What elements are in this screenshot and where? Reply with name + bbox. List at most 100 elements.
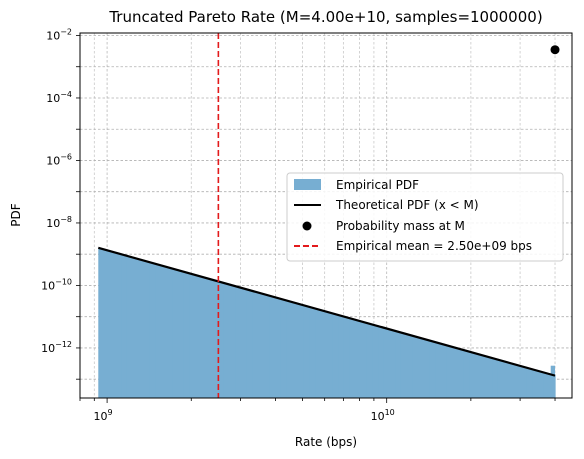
x-tick-label: 1010 <box>371 408 395 423</box>
legend-label-empirical-mean: Empirical mean = 2.50e+09 bps <box>336 239 532 253</box>
histogram-bar <box>440 344 448 398</box>
histogram-bar <box>343 317 351 398</box>
histogram-bar <box>435 342 442 398</box>
legend-swatch-empirical-pdf <box>294 179 321 190</box>
histogram-bar <box>515 365 522 398</box>
histogram-bar <box>406 334 413 398</box>
histogram-bar <box>537 371 545 398</box>
histogram-bar <box>189 274 196 398</box>
histogram-bar <box>195 275 202 398</box>
histogram-bar <box>263 294 271 398</box>
legend: Empirical PDF Theoretical PDF (x < M) Pr… <box>286 172 564 262</box>
histogram-bar <box>126 256 134 398</box>
histogram-bar <box>166 267 174 398</box>
histogram-bar <box>183 272 191 398</box>
probability-mass-point <box>550 45 560 55</box>
histogram-bar <box>115 253 122 398</box>
histogram-bar <box>492 358 499 398</box>
y-tick-label: 10−8 <box>46 215 72 230</box>
histogram-bar <box>241 288 248 398</box>
histogram-bar <box>418 338 425 398</box>
histogram-bar <box>132 258 139 398</box>
histogram-bar <box>497 360 505 398</box>
histogram-bar <box>201 277 208 398</box>
histogram-bar <box>457 349 465 398</box>
histogram-bar <box>298 304 305 398</box>
histogram-bar <box>338 315 345 398</box>
histogram-spike-bar <box>550 365 556 398</box>
histogram-bar <box>109 251 117 398</box>
histogram-bar <box>246 290 254 398</box>
histogram-bar <box>280 299 288 398</box>
x-tick-label: 109 <box>94 408 113 423</box>
histogram-bar <box>423 339 431 398</box>
y-tick-label: 10−12 <box>41 340 72 355</box>
histogram-bar <box>355 320 362 398</box>
histogram-bar <box>229 285 236 398</box>
histogram-bar <box>275 298 282 398</box>
legend-label-theoretical-pdf: Theoretical PDF (x < M) <box>335 198 479 212</box>
histogram-bar <box>429 341 436 398</box>
histogram-bar <box>349 318 356 398</box>
histogram-bar <box>286 301 294 398</box>
histogram-bar <box>309 307 316 398</box>
histogram-bar <box>218 282 225 398</box>
plot-frame <box>79 32 573 399</box>
y-tick-label: 10−10 <box>41 277 72 292</box>
histogram-bar <box>532 370 539 398</box>
histogram-bar <box>178 270 185 398</box>
histogram-bar <box>103 250 111 398</box>
histogram-bar <box>206 278 214 398</box>
histogram-bar <box>212 280 219 398</box>
histogram-bar <box>320 310 328 398</box>
histogram-bar <box>509 363 516 398</box>
histogram-bar <box>526 368 533 398</box>
histogram-bar <box>292 302 299 398</box>
histogram-bar <box>143 261 151 398</box>
histogram-bar <box>395 331 402 398</box>
histogram-bar <box>446 346 453 398</box>
histogram-bar <box>400 333 408 398</box>
y-axis-label: PDF <box>9 203 23 226</box>
histogram-bar <box>543 373 550 398</box>
legend-box <box>286 172 564 262</box>
histogram-bar <box>383 328 391 398</box>
histogram-bar <box>303 306 311 398</box>
histogram-bar <box>520 366 528 398</box>
histogram-bar <box>155 264 162 398</box>
axis-ticks: 109 1010 10−12 10−10 10−8 10−6 10−4 10−2 <box>41 27 556 423</box>
chart-title: Truncated Pareto Rate (M=4.00e+10, sampl… <box>108 8 542 26</box>
histogram-bar <box>463 350 470 398</box>
histogram-bar <box>121 255 128 398</box>
histogram-bar <box>480 355 488 398</box>
histogram-bar <box>412 336 419 398</box>
histogram-bar <box>258 293 265 398</box>
histogram-bar <box>475 354 482 398</box>
histogram-bar <box>252 291 259 398</box>
theoretical-pdf-line <box>97 246 556 377</box>
histogram-bar <box>326 312 333 398</box>
histogram-bar <box>372 325 379 398</box>
histogram-bar <box>172 269 179 398</box>
histogram-bar <box>366 323 373 398</box>
histogram-bar <box>161 266 168 398</box>
histogram-bar <box>269 296 276 398</box>
y-tick-label: 10−4 <box>46 90 72 105</box>
legend-swatch-probability-mass <box>302 221 312 231</box>
histogram-bar <box>503 362 510 398</box>
histogram-bar <box>149 262 156 398</box>
histogram-bar <box>235 286 242 398</box>
x-axis-label: Rate (bps) <box>295 435 357 449</box>
y-tick-label: 10−2 <box>46 27 72 42</box>
plot-data <box>97 33 560 398</box>
histogram-bar <box>332 314 339 398</box>
histogram-bar <box>360 322 368 398</box>
histogram-bar <box>452 347 459 398</box>
legend-label-empirical-pdf: Empirical PDF <box>336 178 419 192</box>
histogram-bar <box>315 309 322 398</box>
histogram-bar <box>389 330 396 398</box>
histogram-bar <box>469 352 476 398</box>
histogram-bar <box>138 259 145 398</box>
histogram-bar <box>98 248 105 398</box>
